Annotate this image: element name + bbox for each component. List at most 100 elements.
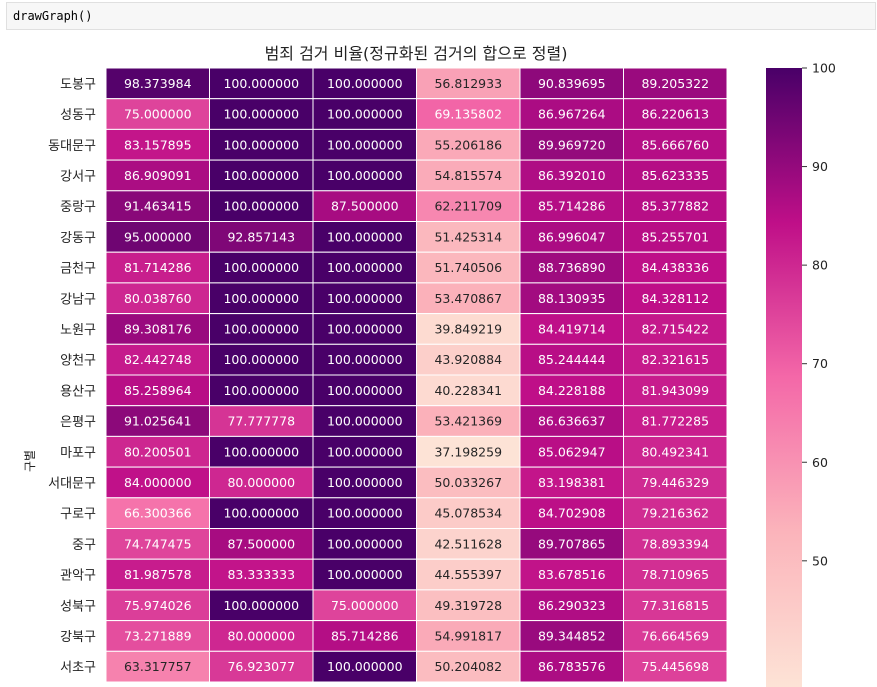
row-label: 중랑구	[60, 200, 96, 215]
heatmap-cell	[312, 221, 417, 253]
cell-value-label: 84.228188	[538, 383, 606, 398]
cell-value-label: 100.000000	[327, 475, 403, 490]
heatmap-cell	[519, 67, 624, 100]
heatmap-cell	[105, 313, 210, 345]
cell-value-label: 100.000000	[327, 321, 403, 336]
cell-value-label: 75.974026	[124, 598, 192, 613]
heatmap-cell	[623, 466, 728, 499]
cell-value-label: 76.664569	[641, 628, 709, 643]
cell-value-label: 66.300366	[124, 506, 192, 521]
cell-value-label: 85.714286	[538, 199, 606, 214]
cell-value-label: 77.316815	[641, 598, 709, 613]
heatmap-cell	[312, 159, 417, 192]
code-cell[interactable]: drawGraph()	[6, 2, 876, 30]
cell-value-label: 87.500000	[227, 536, 295, 551]
cell-value-label: 86.636637	[538, 414, 606, 429]
cell-value-label: 42.511628	[434, 536, 502, 551]
cell-value-label: 73.271889	[124, 628, 192, 643]
cell-value-label: 100.000000	[327, 137, 403, 152]
cell-value-label: 91.025641	[124, 414, 192, 429]
cell-value-label: 78.710965	[641, 567, 709, 582]
row-label: 도봉구	[60, 77, 96, 92]
row-label: 강남구	[60, 292, 96, 307]
heatmap-cell	[209, 435, 314, 468]
heatmap-cell	[623, 128, 728, 161]
cell-value-label: 82.442748	[124, 352, 192, 367]
cell-value-label: 62.211709	[434, 199, 502, 214]
cell-value-label: 75.000000	[331, 598, 399, 613]
heatmap-cell	[416, 190, 521, 223]
cell-value-label: 84.000000	[124, 475, 192, 490]
row-label: 양천구	[60, 354, 96, 369]
row-label: 성동구	[60, 108, 96, 123]
row-label: 서초구	[60, 661, 96, 676]
heatmap-cell	[623, 405, 728, 437]
cell-value-label: 85.244444	[538, 352, 606, 367]
heatmap-cell	[623, 558, 728, 591]
cell-value-label: 80.038760	[124, 291, 192, 306]
heatmap-cell	[519, 589, 624, 622]
heatmap-cell	[209, 405, 314, 437]
cell-value-label: 100.000000	[327, 260, 403, 275]
heatmap-cell	[312, 435, 417, 468]
cell-value-label: 84.702908	[538, 506, 606, 521]
cell-value-label: 100.000000	[223, 107, 299, 122]
colorbar-tick-label: 90	[812, 159, 828, 174]
heatmap-cell	[416, 435, 521, 468]
colorbar-tick-label: 60	[812, 455, 828, 470]
cell-value-label: 100.000000	[327, 291, 403, 306]
cell-value-label: 80.200501	[124, 444, 192, 459]
heatmap-cell	[209, 620, 314, 652]
heatmap-cell	[416, 67, 521, 100]
cell-value-label: 85.255701	[641, 229, 709, 244]
row-label: 노원구	[60, 323, 96, 338]
cell-value-label: 89.707865	[538, 536, 606, 551]
cell-value-label: 88.130935	[538, 291, 606, 306]
code-cell-text: drawGraph()	[13, 9, 93, 23]
cell-value-label: 85.623335	[641, 168, 709, 183]
heatmap-cell	[416, 497, 521, 529]
cell-value-label: 54.991817	[434, 628, 502, 643]
row-label: 관악구	[60, 569, 96, 584]
cell-value-label: 85.714286	[331, 628, 399, 643]
heatmap-cell	[519, 282, 624, 315]
row-label: 성북구	[60, 599, 96, 614]
heatmap-cell	[519, 128, 624, 161]
cell-value-label: 100.000000	[223, 444, 299, 459]
heatmap-cells: 98.373984 100.000000 100.000000 56.812933 90…	[105, 67, 728, 683]
cell-value-label: 86.996047	[538, 229, 606, 244]
cell-value-label: 89.308176	[124, 321, 192, 336]
cell-value-label: 53.470867	[434, 291, 502, 306]
row-label: 중구	[72, 538, 96, 553]
cell-value-label: 88.736890	[538, 260, 606, 275]
cell-value-label: 69.135802	[434, 107, 502, 122]
cell-value-label: 84.438336	[641, 260, 709, 275]
cell-value-label: 75.000000	[124, 107, 192, 122]
cell-value-label: 90.839695	[538, 76, 606, 91]
heatmap-cell	[623, 313, 728, 345]
cell-value-label: 44.555397	[434, 567, 502, 582]
heatmap-cell	[416, 313, 521, 345]
heatmap-cell	[623, 650, 728, 683]
cell-value-label: 85.258964	[124, 383, 192, 398]
cell-value-label: 100.000000	[327, 659, 403, 674]
cell-value-label: 75.445698	[641, 659, 709, 674]
cell-value-label: 100.000000	[223, 291, 299, 306]
cell-value-label: 92.857143	[227, 229, 295, 244]
cell-value-label: 89.344852	[538, 628, 606, 643]
heatmap-cell	[623, 374, 728, 407]
cell-value-label: 79.446329	[641, 475, 709, 490]
cell-value-label: 37.198259	[434, 444, 502, 459]
cell-value-label: 86.220613	[641, 107, 709, 122]
cell-value-label: 100.000000	[223, 168, 299, 183]
cell-value-label: 100.000000	[327, 536, 403, 551]
cell-value-label: 85.062947	[538, 444, 606, 459]
heatmap-cell	[623, 528, 728, 560]
cell-value-label: 49.319728	[434, 598, 502, 613]
cell-value-label: 82.321615	[641, 352, 709, 367]
heatmap-cell	[312, 528, 417, 560]
heatmap-cell	[209, 190, 314, 223]
heatmap-cell	[105, 221, 210, 253]
cell-value-label: 54.815574	[434, 168, 502, 183]
